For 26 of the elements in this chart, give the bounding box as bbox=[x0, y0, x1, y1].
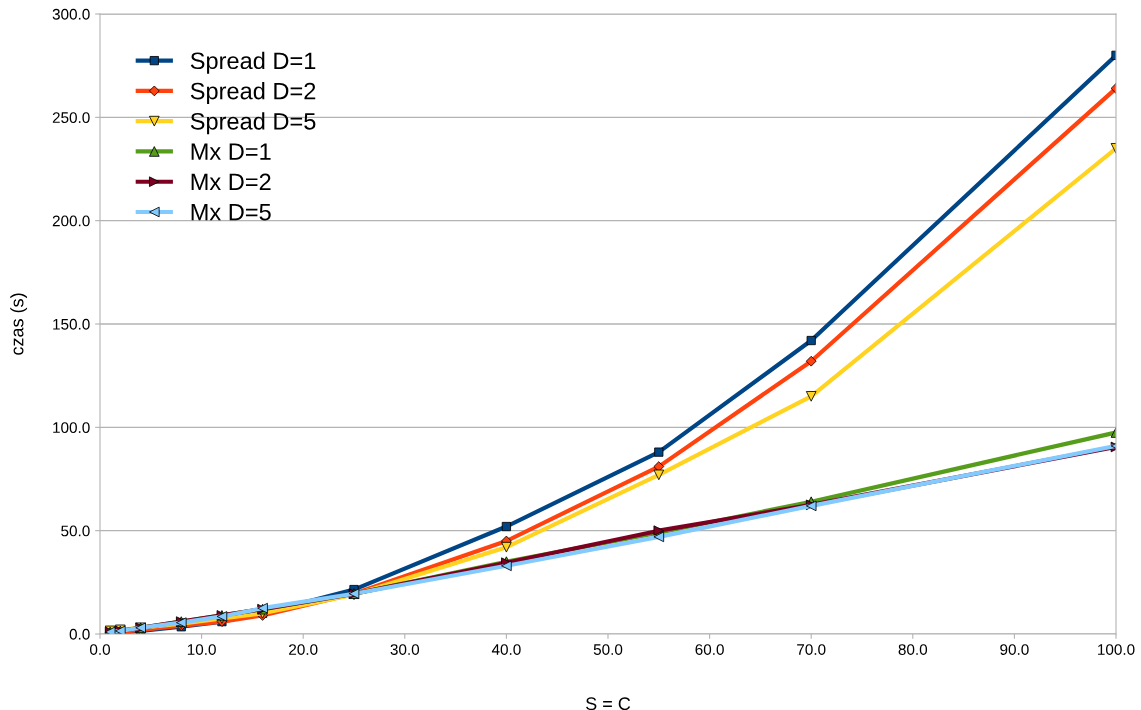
y-tick-label: 150.0 bbox=[53, 318, 90, 330]
y-tick-label: 300.0 bbox=[52, 8, 90, 20]
y-tick-label: 50.0 bbox=[61, 525, 90, 537]
x-tick-label: 10.0 bbox=[187, 644, 216, 655]
legend-label: Mx D=1 bbox=[191, 143, 271, 160]
x-tick-label: 20.0 bbox=[289, 644, 318, 655]
legend-label: Mx D=5 bbox=[191, 204, 271, 221]
y-tick-label: 200.0 bbox=[52, 215, 90, 227]
legend-label: Spread D=5 bbox=[190, 112, 316, 135]
x-tick-label: 100.0 bbox=[1098, 644, 1135, 655]
x-tick-label: 80.0 bbox=[898, 644, 928, 655]
y-tick-label: 100.0 bbox=[53, 422, 90, 434]
legend-label: Spread D=2 bbox=[190, 82, 316, 105]
x-tick-label: 0.0 bbox=[89, 644, 111, 655]
legend-label: Mx D=2 bbox=[191, 173, 271, 190]
x-tick-label: 30.0 bbox=[390, 644, 420, 655]
y-tick-label: 0.0 bbox=[69, 628, 90, 640]
x-tick-label: 60.0 bbox=[695, 644, 724, 655]
y-tick-label: 250.0 bbox=[52, 112, 90, 124]
legend-label: Spread D=1 bbox=[190, 51, 316, 74]
y-axis-title: czas (s) bbox=[10, 293, 28, 355]
x-tick-label: 70.0 bbox=[797, 644, 826, 655]
x-tick-label: 40.0 bbox=[491, 644, 521, 655]
x-axis-title: S = C bbox=[585, 697, 631, 710]
x-tick-label: 90.0 bbox=[1000, 644, 1029, 655]
x-tick-label: 50.0 bbox=[593, 644, 623, 655]
